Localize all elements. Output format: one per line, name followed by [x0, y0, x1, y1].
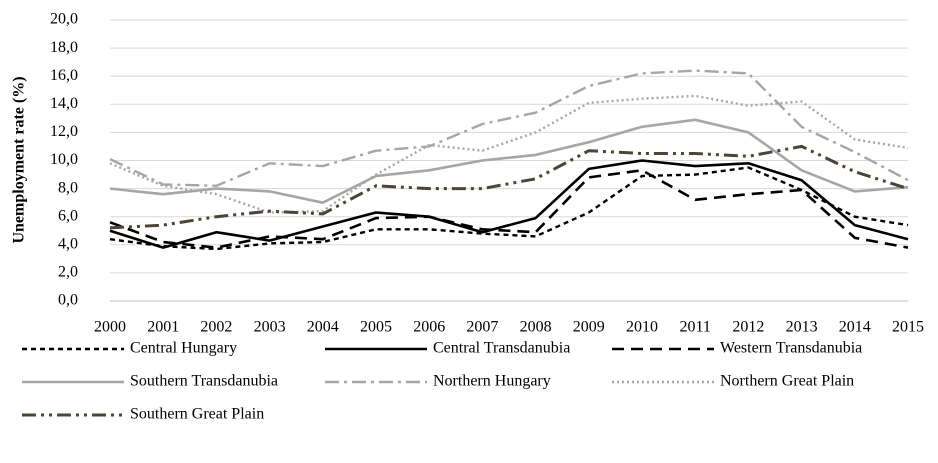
legend-label: Western Transdanubia: [720, 340, 862, 357]
x-tick-label: 2008: [520, 319, 552, 336]
x-tick-label: 2009: [573, 319, 605, 336]
x-tick-label: 2004: [307, 319, 339, 336]
y-tick-label: 8,0: [58, 179, 78, 196]
series-line: [109, 169, 909, 249]
series-line: [109, 144, 909, 230]
y-tick-label: 10,0: [50, 151, 78, 168]
x-tick-label: 2007: [466, 319, 498, 336]
y-tick-label: 14,0: [50, 95, 78, 112]
x-tick-label: 2014: [839, 319, 871, 336]
y-axis-label: Unemployment rate (%): [11, 76, 28, 243]
x-tick-label: 2002: [200, 319, 232, 336]
y-tick-label: 16,0: [50, 67, 78, 84]
series-line: [109, 166, 909, 251]
x-tick-label: 2011: [679, 319, 710, 336]
series-line: [109, 69, 909, 187]
y-tick-label: 20,0: [50, 11, 78, 28]
y-tick-label: 12,0: [50, 123, 78, 140]
legend-label: Central Hungary: [130, 340, 237, 357]
series-line: [109, 159, 909, 249]
legend-label: Southern Great Plain: [130, 406, 264, 423]
legend-label: Northern Great Plain: [720, 373, 854, 390]
y-tick-label: 2,0: [58, 264, 78, 281]
legend-label: Southern Transdanubia: [130, 373, 278, 390]
legend-label: Central Transdanubia: [433, 340, 570, 357]
x-tick-label: 2003: [254, 319, 286, 336]
x-tick-label: 2005: [360, 319, 392, 336]
y-tick-label: 6,0: [58, 207, 78, 224]
series-line: [109, 118, 909, 204]
x-tick-label: 2000: [94, 319, 126, 336]
y-tick-label: 0,0: [58, 292, 78, 309]
y-tick-label: 18,0: [50, 39, 78, 56]
x-tick-label: 2015: [892, 319, 924, 336]
legend-label: Northern Hungary: [433, 373, 551, 390]
x-tick-label: 2013: [786, 319, 818, 336]
x-tick-label: 2012: [732, 319, 764, 336]
y-tick-label: 4,0: [58, 235, 78, 252]
x-tick-label: 2001: [147, 319, 179, 336]
x-tick-label: 2006: [413, 319, 445, 336]
x-tick-label: 2010: [626, 319, 658, 336]
